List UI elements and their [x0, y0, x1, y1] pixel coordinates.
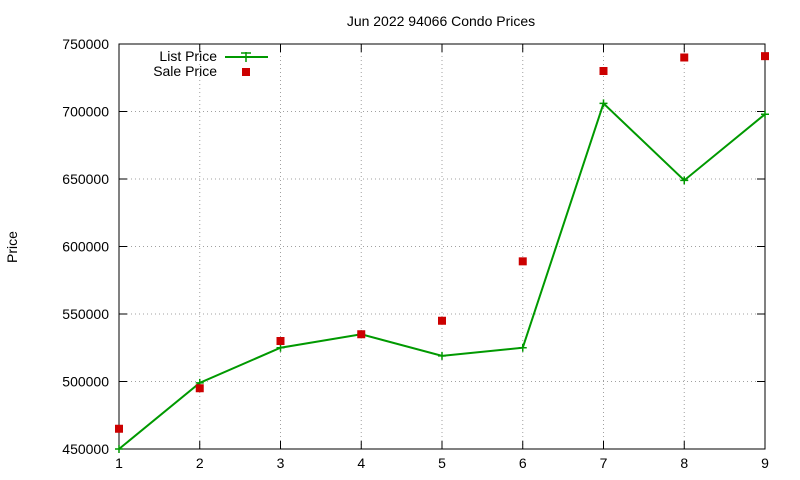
- x-tick-label: 6: [519, 455, 527, 471]
- axis-ticks: 450000 500000 550000 600000 650000 700000 7500…: [62, 36, 769, 471]
- y-tick-label: 550000: [62, 306, 109, 322]
- sale-price-point: [518, 257, 527, 266]
- sale-price-point: [761, 52, 769, 61]
- list-price-point: [276, 343, 285, 352]
- list-price-point: [115, 445, 123, 453]
- y-tick-label: 650000: [62, 171, 109, 187]
- y-axis-label: Price: [4, 231, 20, 263]
- list-price-point: [438, 351, 446, 360]
- list-price-point: [518, 343, 527, 352]
- x-tick-label: 7: [600, 455, 608, 471]
- series-layer: [115, 52, 769, 453]
- sale-price-point: [276, 337, 285, 345]
- x-tick-label: 4: [357, 455, 365, 471]
- x-tick-label: 9: [761, 455, 769, 471]
- legend: List Price Sale Price: [153, 48, 268, 79]
- legend-sale-price-label: Sale Price: [153, 63, 217, 79]
- sale-price-point: [115, 424, 123, 433]
- x-tick-label: 5: [438, 455, 446, 471]
- sale-price-point: [599, 67, 608, 75]
- y-tick-label: 700000: [62, 104, 109, 120]
- y-tick-label: 500000: [62, 374, 109, 390]
- legend-list-price-label: List Price: [159, 48, 217, 64]
- list-price-point: [761, 110, 769, 119]
- legend-list-price-marker: [241, 52, 251, 62]
- sale-price-point: [680, 53, 689, 62]
- list-price-point: [680, 176, 689, 185]
- x-tick-label: 3: [277, 455, 285, 471]
- y-tick-label: 600000: [62, 239, 109, 255]
- sale-price-point: [195, 384, 204, 393]
- list-price-point: [599, 99, 608, 108]
- x-tick-label: 2: [196, 455, 204, 471]
- chart-title: Jun 2022 94066 Condo Prices: [347, 13, 535, 29]
- x-tick-label: 8: [680, 455, 688, 471]
- sale-price-point: [438, 316, 446, 325]
- y-tick-label: 450000: [62, 441, 109, 457]
- sale-price-point: [357, 330, 366, 339]
- y-tick-label: 750000: [62, 36, 109, 52]
- legend-sale-price-marker: [242, 68, 250, 76]
- grid-lines: [119, 44, 765, 449]
- x-tick-label: 1: [115, 455, 123, 471]
